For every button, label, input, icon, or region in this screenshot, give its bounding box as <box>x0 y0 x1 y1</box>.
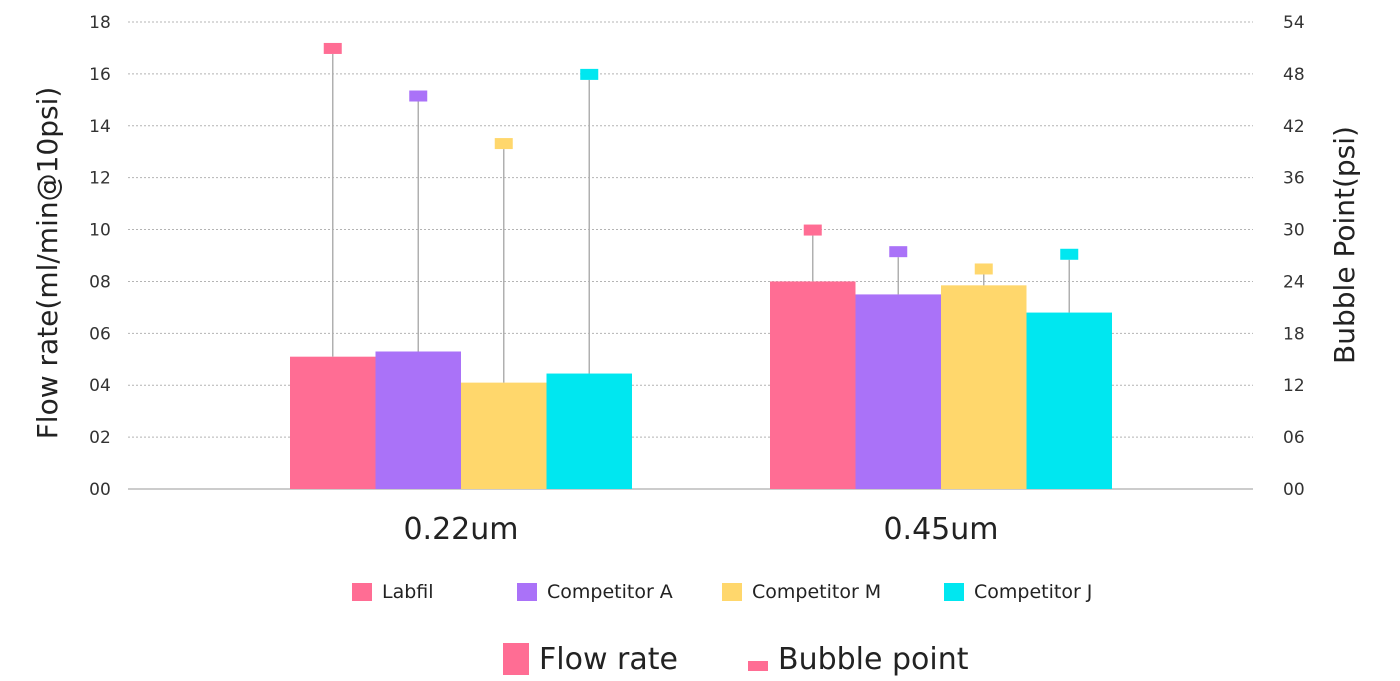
category-label: 0.45um <box>883 512 998 547</box>
category-label: 0.22um <box>403 512 518 547</box>
right-tick-label: 42 <box>1283 117 1305 137</box>
flow-rate-bar <box>461 382 547 489</box>
flow-rate-bar <box>941 285 1027 489</box>
left-tick-label: 00 <box>89 480 111 500</box>
flow-rate-bar <box>770 281 856 489</box>
left-tick-label: 04 <box>89 376 111 396</box>
bubble-point-marker <box>323 42 342 54</box>
legend-item: Competitor M <box>722 575 881 609</box>
series-legend: Labfil Competitor A Competitor M Competitor… <box>0 575 1400 609</box>
bubble-point-marker <box>889 246 908 258</box>
bubble-point-marker <box>803 224 822 236</box>
category-labels: 0.22um 0.45um <box>403 512 998 547</box>
bubble-point-marker <box>494 138 513 150</box>
flow-rate-bar <box>855 294 941 489</box>
flow-rate-bar <box>1026 312 1112 489</box>
left-tick-label: 08 <box>89 272 111 292</box>
measure-legend-item: Bubble point <box>748 637 969 681</box>
right-tick-label: 36 <box>1283 169 1305 189</box>
left-tick-label: 06 <box>89 324 111 344</box>
legend-item: Competitor J <box>944 575 1092 609</box>
legend-label: Competitor J <box>974 581 1093 603</box>
y-axis-title: Flow rate(ml/min@10psi) <box>31 87 64 440</box>
left-tick-label: 16 <box>89 65 111 85</box>
flow-rate-bar <box>290 356 376 489</box>
left-tick-label: 02 <box>89 428 111 448</box>
legend-label: Labfil <box>382 581 434 603</box>
legend-swatch <box>722 583 742 601</box>
left-tick-label: 10 <box>89 221 111 241</box>
measure-legend-label: Flow rate <box>539 641 678 677</box>
bubble-point-marker <box>1060 248 1079 260</box>
right-tick-label: 06 <box>1283 428 1305 448</box>
y2-axis-title: Bubble Point(psi) <box>1328 126 1361 364</box>
measure-legend-swatch <box>748 661 768 671</box>
right-tick-label: 48 <box>1283 65 1305 85</box>
bubble-point-marker <box>580 68 599 80</box>
right-tick-label: 24 <box>1283 272 1305 292</box>
bubble-point-marker <box>409 90 428 102</box>
bubble-point-markers <box>323 42 1079 383</box>
legend-swatch <box>352 583 372 601</box>
bubble-point-marker <box>974 263 993 275</box>
right-tick-label: 12 <box>1283 376 1305 396</box>
legend-swatch <box>517 583 537 601</box>
left-tick-label: 12 <box>89 169 111 189</box>
measure-legend-label: Bubble point <box>778 641 969 677</box>
flow-rate-bars <box>290 281 1112 489</box>
left-axis-ticks: 00 02 04 06 08 10 12 14 16 18 <box>89 13 111 500</box>
measure-legend-swatch <box>503 643 529 675</box>
right-tick-label: 54 <box>1283 13 1305 33</box>
flow-rate-bar <box>546 373 632 489</box>
legend-label: Competitor A <box>547 581 673 603</box>
right-tick-label: 30 <box>1283 221 1305 241</box>
measure-legend-item: Flow rate <box>503 637 678 681</box>
legend-swatch <box>944 583 964 601</box>
legend-label: Competitor M <box>752 581 882 603</box>
left-tick-label: 14 <box>89 117 111 137</box>
right-axis-ticks: 00 06 12 18 24 30 36 42 48 54 <box>1283 13 1305 500</box>
flow-rate-bar <box>375 351 461 489</box>
right-tick-label: 18 <box>1283 324 1305 344</box>
legend-item: Competitor A <box>517 575 673 609</box>
legend-item: Labfil <box>352 575 434 609</box>
right-tick-label: 00 <box>1283 480 1305 500</box>
left-tick-label: 18 <box>89 13 111 33</box>
